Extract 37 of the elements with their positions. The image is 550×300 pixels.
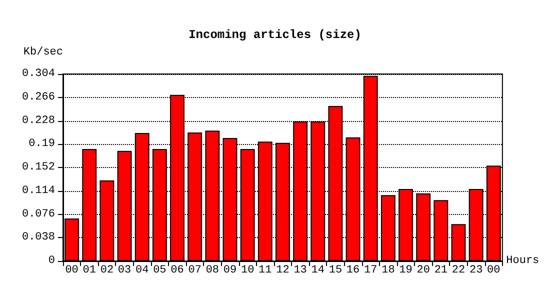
x-tick-label: 00 — [65, 264, 78, 276]
chart-title: Incoming articles (size) — [188, 28, 362, 42]
x-tick-label: 00 — [487, 264, 500, 276]
y-tick-label: 0.228 — [22, 114, 55, 127]
x-axis-title: Hours — [506, 255, 540, 267]
x-tick-label: 08 — [206, 264, 220, 276]
y-tick-label: 0.076 — [22, 208, 55, 220]
y-tick-label: 0.19 — [28, 138, 55, 150]
x-tick-label: 14 — [311, 264, 325, 276]
x-tick-label: 06 — [170, 264, 184, 276]
y-tick-label: 0.304 — [22, 68, 56, 80]
y-tick-label: 0.114 — [22, 184, 56, 197]
y-tick-label: 0.152 — [22, 162, 55, 174]
x-tick-label: 22 — [452, 264, 466, 276]
x-tick-label: 02 — [100, 264, 114, 276]
x-tick-label: 09 — [223, 264, 237, 276]
y-axis-title: Kb/sec — [23, 46, 63, 58]
x-tick-label: 05 — [153, 264, 166, 276]
x-tick-label: 07 — [188, 264, 202, 276]
x-tick-label: 19 — [399, 264, 412, 276]
y-tick-label: 0.266 — [22, 91, 55, 104]
x-tick-label: 10 — [240, 264, 254, 276]
x-tick-label: 17 — [364, 264, 378, 276]
x-tick-label: 21 — [434, 264, 448, 276]
x-tick-label: 12 — [276, 264, 290, 276]
x-tick-label: 20 — [416, 264, 430, 276]
y-tick-label: 0 — [48, 255, 55, 267]
y-tick-label: 0.038 — [22, 232, 55, 244]
x-tick-label: 23 — [469, 264, 483, 276]
x-tick-label: 11 — [258, 264, 272, 276]
x-tick-label: 16 — [346, 264, 360, 276]
x-tick-label: 18 — [382, 264, 395, 276]
x-tick-label: 13 — [294, 264, 307, 276]
x-tick-label: 04 — [135, 264, 150, 276]
x-tick-label: 01 — [82, 264, 96, 276]
x-tick-label: 15 — [328, 264, 342, 276]
x-tick-label: 03 — [118, 264, 132, 276]
